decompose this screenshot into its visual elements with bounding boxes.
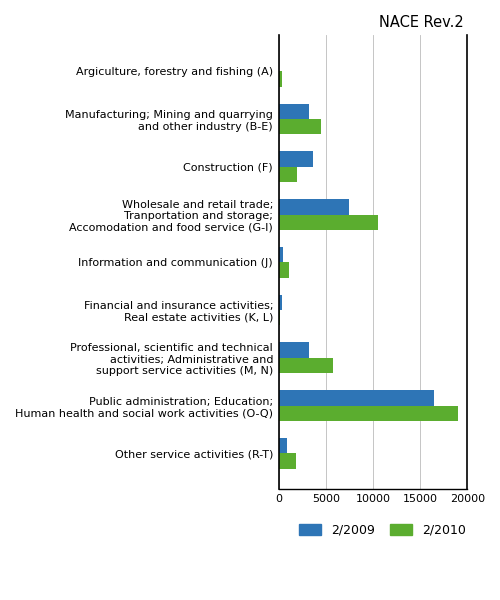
Legend: 2/2009, 2/2010: 2/2009, 2/2010 — [294, 519, 472, 542]
Bar — [278, 119, 321, 134]
Bar — [278, 406, 458, 421]
Bar — [278, 151, 314, 167]
Bar — [278, 438, 287, 453]
Bar — [278, 390, 434, 406]
Bar — [278, 215, 378, 230]
Bar — [278, 343, 309, 358]
Bar — [278, 104, 309, 119]
Bar — [278, 262, 289, 278]
Bar — [278, 310, 280, 325]
Bar — [278, 358, 334, 373]
Text: NACE Rev.2: NACE Rev.2 — [379, 15, 464, 30]
Bar — [278, 247, 283, 262]
Bar — [278, 453, 295, 469]
Bar — [278, 167, 297, 182]
Bar — [278, 295, 282, 310]
Bar — [278, 71, 282, 86]
Bar — [278, 199, 349, 215]
